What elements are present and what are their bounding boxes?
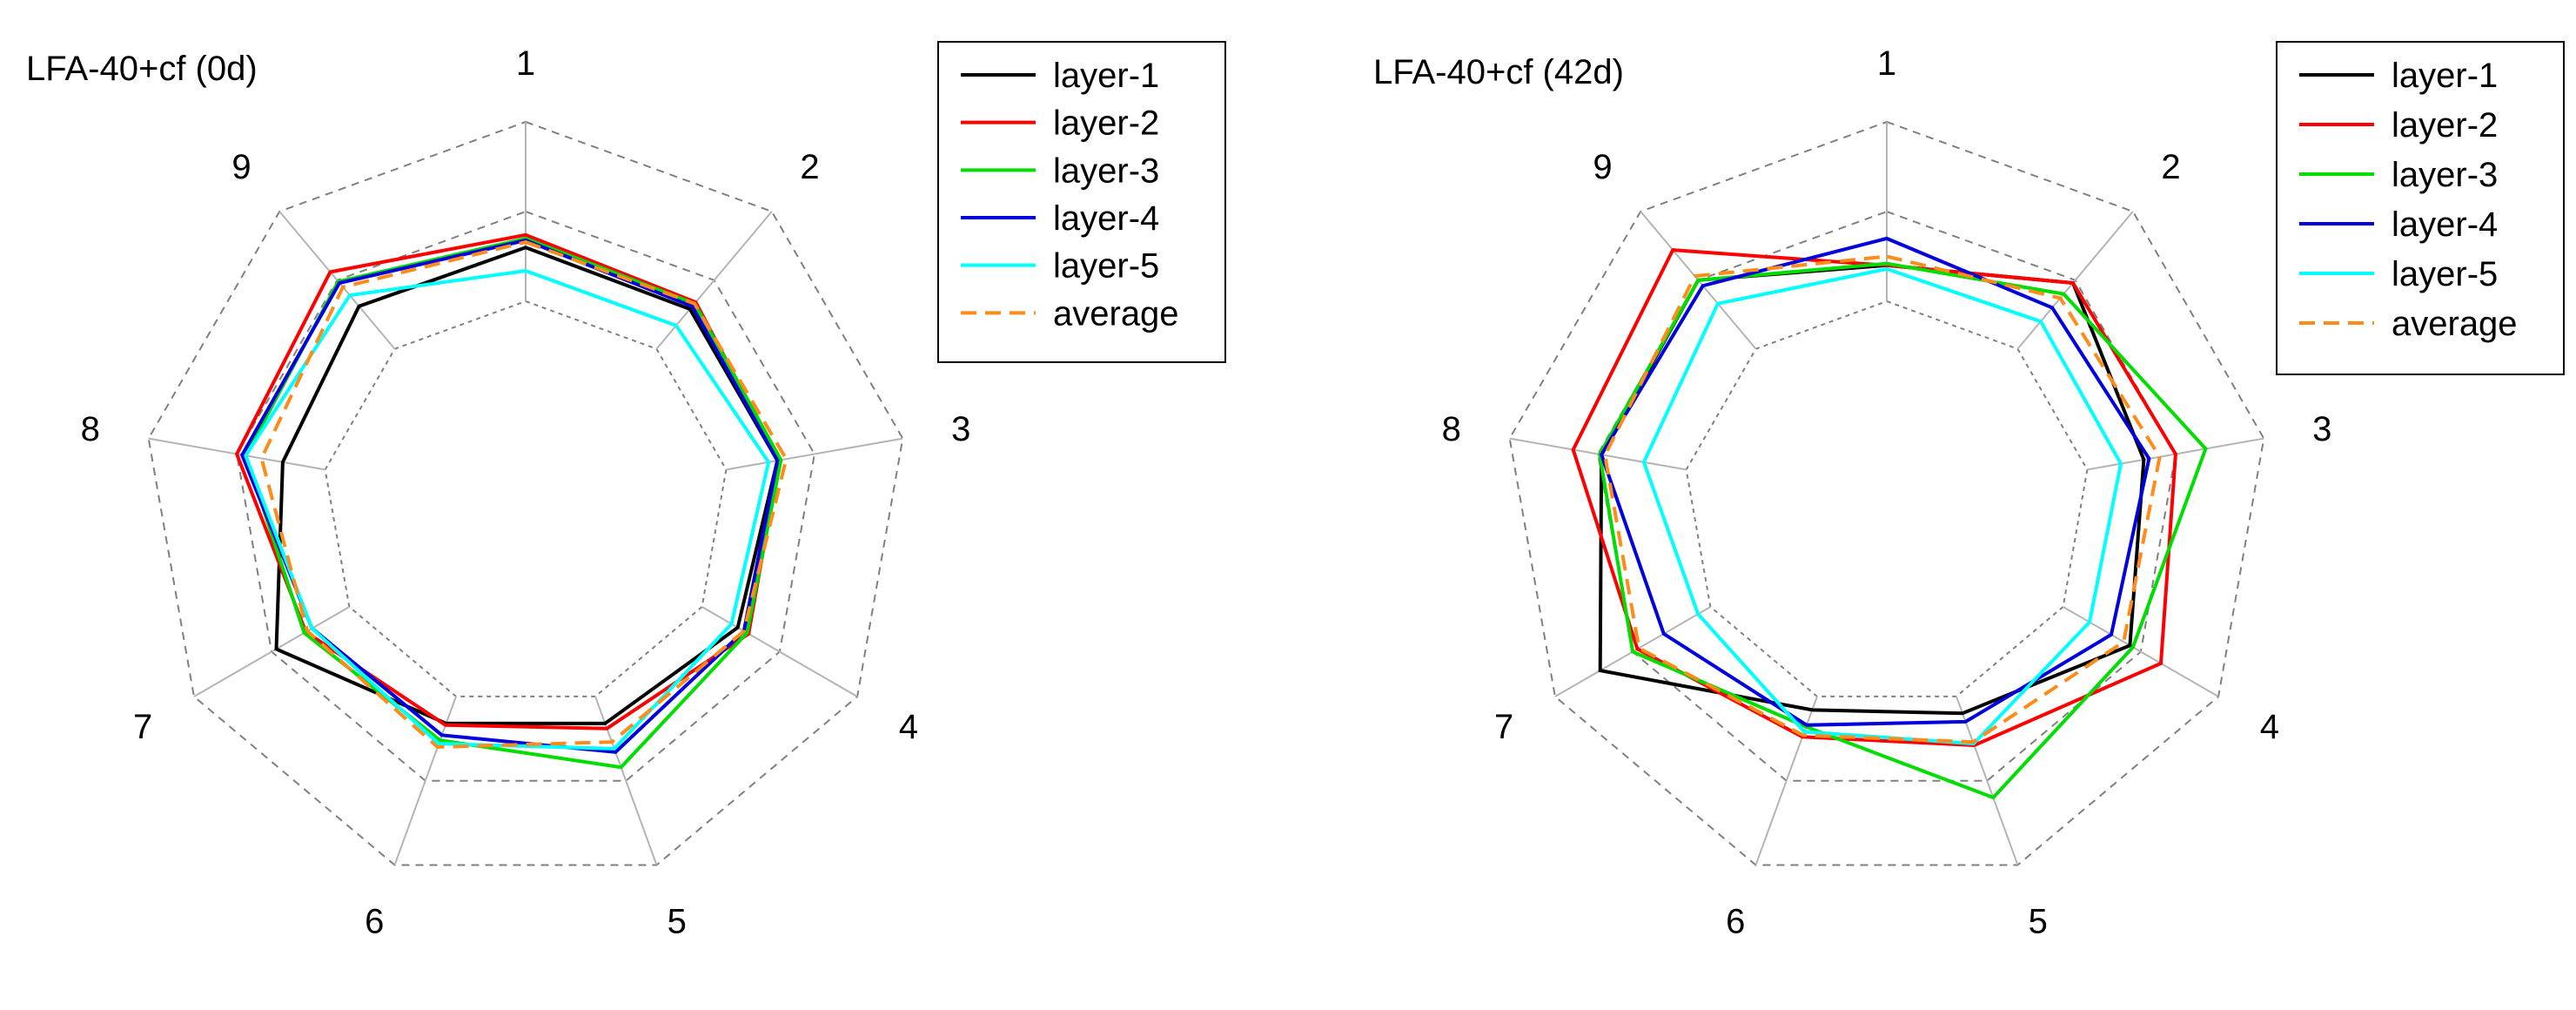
axis-label-5: 5 (2029, 902, 2048, 940)
legend-label-layer-3: layer-3 (1053, 152, 1159, 190)
legend: layer-1 layer-2 layer-3 layer-4 layer-5 avera… (2276, 41, 2565, 375)
grid-ring (324, 300, 728, 697)
legend-label-layer-1: layer-1 (2392, 57, 2498, 95)
grid-ring (1508, 120, 2265, 866)
axis-label-4: 4 (2260, 708, 2279, 746)
grid-spoke (1955, 696, 2019, 865)
legend-label-layer-4: layer-4 (1053, 199, 1159, 238)
legend-label-layer-5: layer-5 (2392, 255, 2498, 293)
axis-label-9: 9 (1593, 148, 1612, 186)
grid-spoke (726, 437, 903, 471)
legend-label-layer-5: layer-5 (1053, 247, 1159, 286)
grid-ring (1685, 300, 2089, 697)
grid-ring (147, 120, 904, 866)
legend-box (937, 41, 1226, 363)
axis-label-8: 8 (1442, 410, 1461, 448)
series-layer-4 (239, 238, 780, 754)
series-average (259, 239, 788, 750)
legend-label-layer-3: layer-3 (2392, 156, 2498, 194)
axis-label-7: 7 (133, 708, 152, 746)
axis-label-3: 3 (951, 410, 970, 448)
legend-box (2276, 41, 2565, 375)
grid-spoke (701, 606, 858, 697)
legend: layer-1 layer-2 layer-3 layer-4 layer-5 avera… (937, 41, 1226, 363)
series-layer-5 (244, 268, 771, 751)
series-layer-2 (1571, 248, 2177, 748)
axis-label-6: 6 (1726, 902, 1745, 940)
legend-label-average: average (1053, 294, 1179, 333)
legend-label-layer-4: layer-4 (2392, 205, 2498, 244)
legend-label-layer-2: layer-2 (2392, 106, 2498, 145)
axis-label-3: 3 (2312, 410, 2331, 448)
grid-spoke (193, 606, 350, 697)
grid-spoke (2063, 606, 2219, 697)
series-layer-4 (1600, 236, 2151, 727)
axis-label-5: 5 (667, 902, 687, 940)
axis-label-2: 2 (2161, 148, 2180, 186)
grid-ring (236, 210, 815, 782)
grid-spoke (655, 211, 773, 350)
axis-label-4: 4 (899, 708, 918, 746)
axis-label-6: 6 (365, 902, 384, 940)
axis-label-1: 1 (516, 44, 535, 83)
legend-label-layer-2: layer-2 (1053, 104, 1159, 143)
axis-label-8: 8 (81, 410, 100, 448)
axis-label-2: 2 (800, 148, 819, 186)
series-layer-3 (1598, 261, 2208, 800)
chart-title: LFA-40+cf (42d) (1373, 53, 1624, 91)
legend-label-average: average (2392, 305, 2518, 343)
series-average (1603, 254, 2162, 744)
axis-label-7: 7 (1494, 708, 1513, 746)
chart-title: LFA-40+cf (0d) (26, 50, 258, 88)
axis-label-9: 9 (231, 148, 251, 186)
axis-label-1: 1 (1877, 44, 1896, 83)
grid-spoke (2016, 211, 2134, 350)
legend-label-layer-1: layer-1 (1053, 57, 1159, 95)
